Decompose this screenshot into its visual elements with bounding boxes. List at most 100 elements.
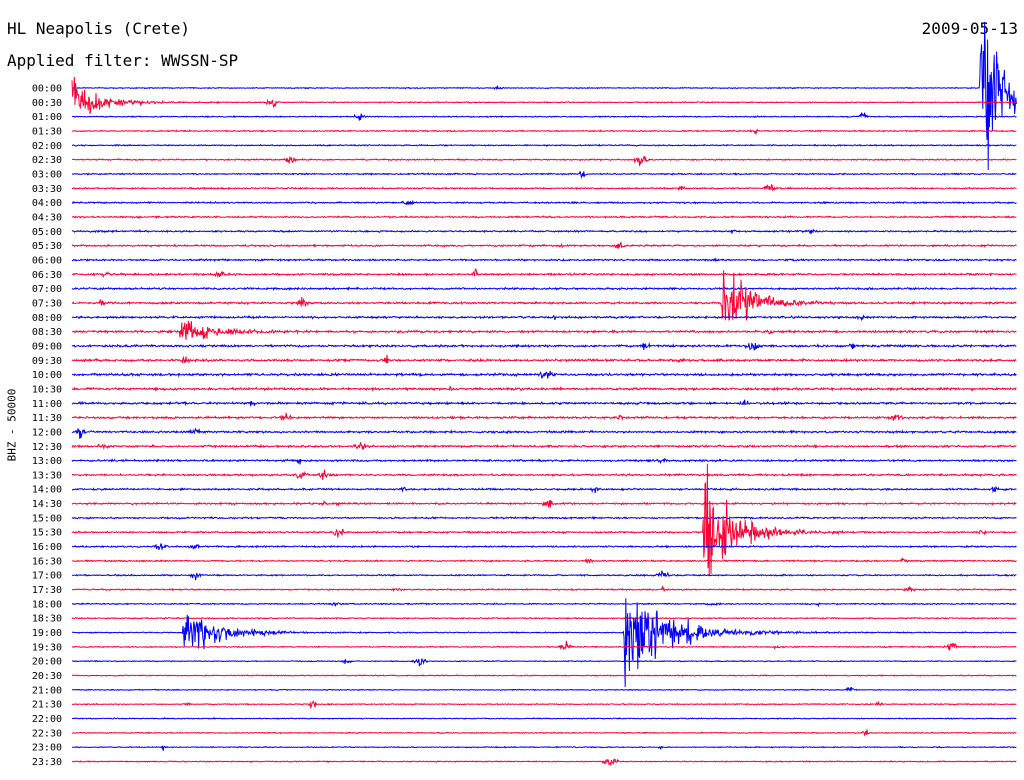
time-tick-label: 15:00 xyxy=(32,513,62,524)
seismic-trace-1330 xyxy=(71,469,1017,481)
seismic-trace-1630 xyxy=(71,557,1017,564)
time-tick-label: 18:00 xyxy=(32,599,62,610)
time-tick-label: 22:00 xyxy=(32,714,62,725)
seismic-trace-0530 xyxy=(71,241,1017,249)
seismic-trace-0200 xyxy=(71,143,1017,147)
time-tick-label: 01:00 xyxy=(32,112,62,123)
time-tick-label: 06:00 xyxy=(32,255,62,266)
time-tick-label: 17:00 xyxy=(32,571,62,582)
seismic-trace-2200 xyxy=(71,717,1017,720)
seismic-trace-1400 xyxy=(71,486,1017,494)
time-tick-label: 03:00 xyxy=(32,169,62,180)
seismic-trace-2100 xyxy=(71,686,1017,692)
time-tick-label: 00:30 xyxy=(32,98,62,109)
seismic-trace-2030 xyxy=(72,674,1017,677)
time-tick-label: 10:00 xyxy=(32,370,62,381)
seismic-trace-1200 xyxy=(71,427,1017,439)
tick-label-group: 00:00 00:30 01:00 01:30 02:00 02:30 03:00 03:30… xyxy=(32,84,62,769)
seismic-trace-0130 xyxy=(71,128,1017,135)
seismic-trace-2230 xyxy=(71,729,1017,737)
time-tick-label: 12:30 xyxy=(32,442,62,453)
time-tick-label: 14:30 xyxy=(32,499,62,510)
time-tick-label: 10:30 xyxy=(32,384,62,395)
time-tick-label: 19:00 xyxy=(32,628,62,639)
seismic-trace-0830 xyxy=(71,320,1017,341)
seismic-trace-0430 xyxy=(72,215,1017,219)
time-tick-label: 17:30 xyxy=(32,585,62,596)
seismic-trace-0630 xyxy=(72,267,1017,279)
time-tick-label: 22:30 xyxy=(32,728,62,739)
time-tick-label: 01:30 xyxy=(32,126,62,137)
time-tick-label: 21:00 xyxy=(32,685,62,696)
time-tick-label: 13:00 xyxy=(32,456,62,467)
time-tick-label: 00:00 xyxy=(32,84,62,95)
seismic-trace-0030 xyxy=(71,76,1017,115)
seismic-trace-1830 xyxy=(71,616,1017,620)
time-tick-label: 20:30 xyxy=(32,671,62,682)
seismic-trace-1900 xyxy=(71,598,1017,688)
time-tick-label: 06:30 xyxy=(32,270,62,281)
seismic-trace-0800 xyxy=(71,314,1017,322)
time-tick-label: 15:30 xyxy=(32,528,62,539)
station-title: HL Neapolis (Crete) xyxy=(7,19,191,38)
seismic-trace-0730 xyxy=(72,270,1017,321)
time-tick-label: 18:30 xyxy=(32,614,62,625)
seismic-trace-1800 xyxy=(71,601,1017,608)
time-tick-label: 16:30 xyxy=(32,556,62,567)
seismic-trace-0230 xyxy=(71,156,1017,167)
time-tick-label: 12:00 xyxy=(32,427,62,438)
seismic-trace-1600 xyxy=(71,543,1017,551)
trace-group xyxy=(71,21,1017,766)
seismic-trace-1500 xyxy=(71,516,1017,521)
time-tick-label: 11:30 xyxy=(32,413,62,424)
time-tick-label: 02:30 xyxy=(32,155,62,166)
seismic-trace-0300 xyxy=(71,171,1017,180)
time-tick-label: 07:00 xyxy=(32,284,62,295)
seismic-trace-2000 xyxy=(72,658,1017,667)
time-tick-label: 05:30 xyxy=(32,241,62,252)
time-tick-label: 03:30 xyxy=(32,184,62,195)
time-tick-label: 04:00 xyxy=(32,198,62,209)
time-tick-label: 23:00 xyxy=(32,743,62,754)
seismic-trace-0400 xyxy=(71,199,1017,206)
seismic-trace-1230 xyxy=(71,441,1017,451)
seismic-trace-0000 xyxy=(71,21,1017,171)
seismic-trace-2330 xyxy=(71,758,1017,766)
seismic-trace-0330 xyxy=(71,183,1017,192)
time-tick-label: 08:30 xyxy=(32,327,62,338)
time-tick-label: 09:00 xyxy=(32,341,62,352)
seismic-trace-1000 xyxy=(71,370,1017,379)
time-tick-label: 21:30 xyxy=(32,700,62,711)
time-tick-label: 02:00 xyxy=(32,141,62,152)
time-tick-label: 23:30 xyxy=(32,757,62,768)
seismic-trace-0930 xyxy=(71,354,1017,364)
seismic-trace-1130 xyxy=(71,412,1017,422)
time-tick-label: 05:00 xyxy=(32,227,62,238)
seismic-trace-1430 xyxy=(71,499,1017,508)
seismic-trace-0700 xyxy=(71,286,1017,292)
seismic-trace-1300 xyxy=(71,457,1017,465)
seismic-trace-1030 xyxy=(71,385,1017,392)
time-tick-label: 14:00 xyxy=(32,485,62,496)
time-tick-label: 04:30 xyxy=(32,212,62,223)
seismic-trace-1700 xyxy=(71,570,1017,581)
seismic-trace-1100 xyxy=(71,399,1017,407)
time-tick-label: 20:00 xyxy=(32,657,62,668)
seismic-trace-2300 xyxy=(71,745,1017,751)
seismic-trace-1730 xyxy=(71,584,1017,593)
filter-label: Applied filter: WWSSN-SP xyxy=(7,51,239,70)
time-tick-label: 19:30 xyxy=(32,642,62,653)
record-date: 2009-05-13 xyxy=(921,19,1018,38)
seismic-trace-0900 xyxy=(71,341,1017,351)
seismic-trace-0100 xyxy=(71,112,1017,121)
time-tick-label: 13:30 xyxy=(32,470,62,481)
time-tick-label: 09:30 xyxy=(32,356,62,367)
seismic-trace-1530 xyxy=(71,463,1017,577)
seismic-trace-2130 xyxy=(71,700,1017,710)
seismic-trace-0600 xyxy=(71,257,1017,263)
time-tick-label: 08:00 xyxy=(32,313,62,324)
time-tick-label: 11:00 xyxy=(32,399,62,410)
time-tick-label: 07:30 xyxy=(32,298,62,309)
seismic-trace-0500 xyxy=(71,228,1017,235)
